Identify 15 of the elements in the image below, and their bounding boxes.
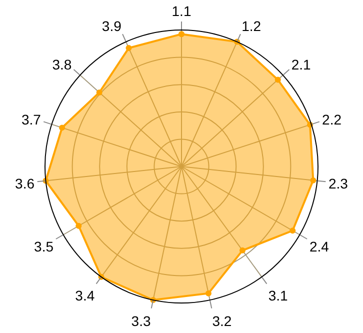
spoke-label: 1.2 [242,18,262,34]
spoke-label: 2.4 [310,238,330,255]
spoke-label: 3.5 [34,238,54,255]
spoke-label: 2.2 [322,112,342,128]
spoke-label: 3.7 [21,112,42,128]
spoke-label: 3.4 [75,287,95,304]
spoke-label: 3.1 [268,287,288,304]
spoke-label: 2.1 [291,56,312,72]
spoke-label: 1.1 [172,2,192,19]
spoke-label: 3.9 [102,18,122,34]
spoke-label: 3.3 [131,312,151,329]
spoke-label: 2.3 [328,175,348,192]
spoke-label: 3.2 [212,312,232,329]
spoke-label: 3.8 [52,56,72,72]
spoke-label: 3.6 [15,175,35,192]
